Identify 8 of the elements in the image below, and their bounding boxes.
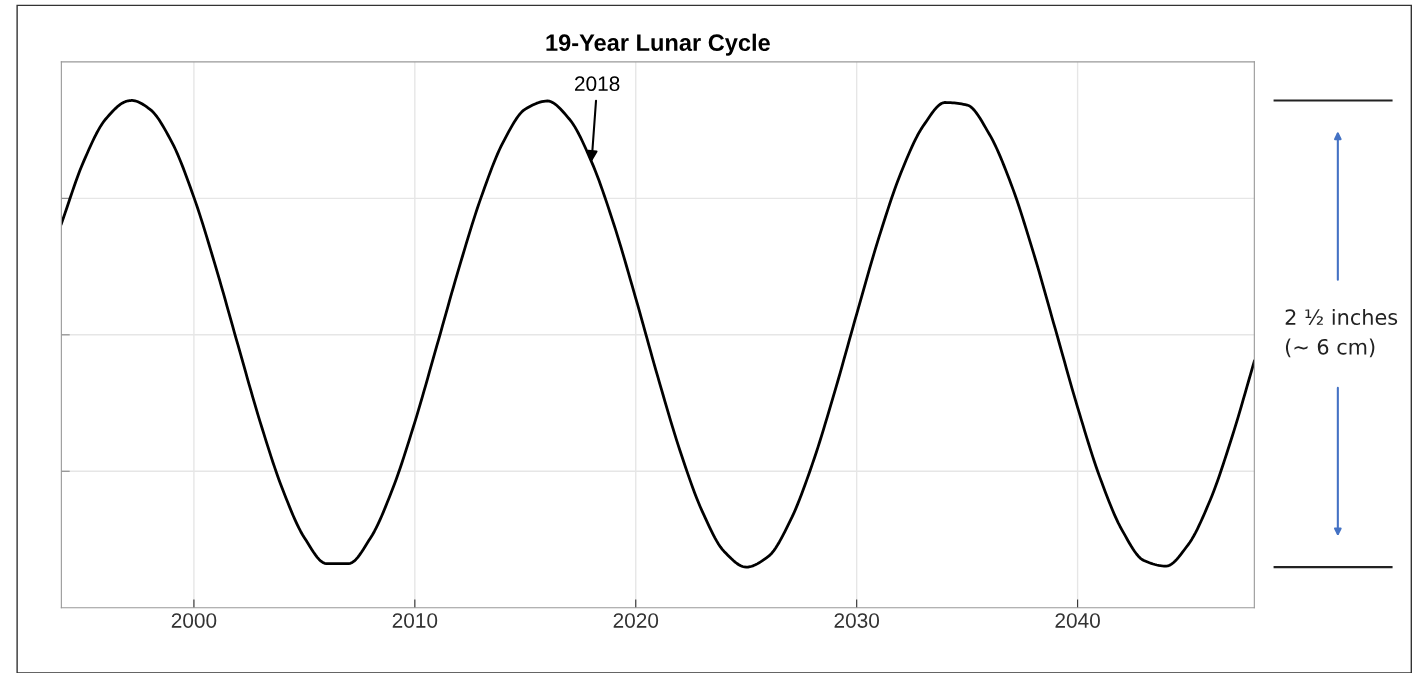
x-tick-label: 2000: [171, 613, 217, 628]
x-tick-label: 2020: [613, 613, 659, 628]
chart-title: 19-Year Lunar Cycle: [546, 33, 770, 56]
x-tick-label: 2030: [834, 613, 880, 628]
text: 2 ½ inches (~ 6 cm): [1285, 308, 1398, 358]
annotation: 2018: [575, 76, 620, 92]
x-tick-label: 2040: [1055, 613, 1100, 628]
x-tick-label: 2010: [392, 613, 438, 628]
